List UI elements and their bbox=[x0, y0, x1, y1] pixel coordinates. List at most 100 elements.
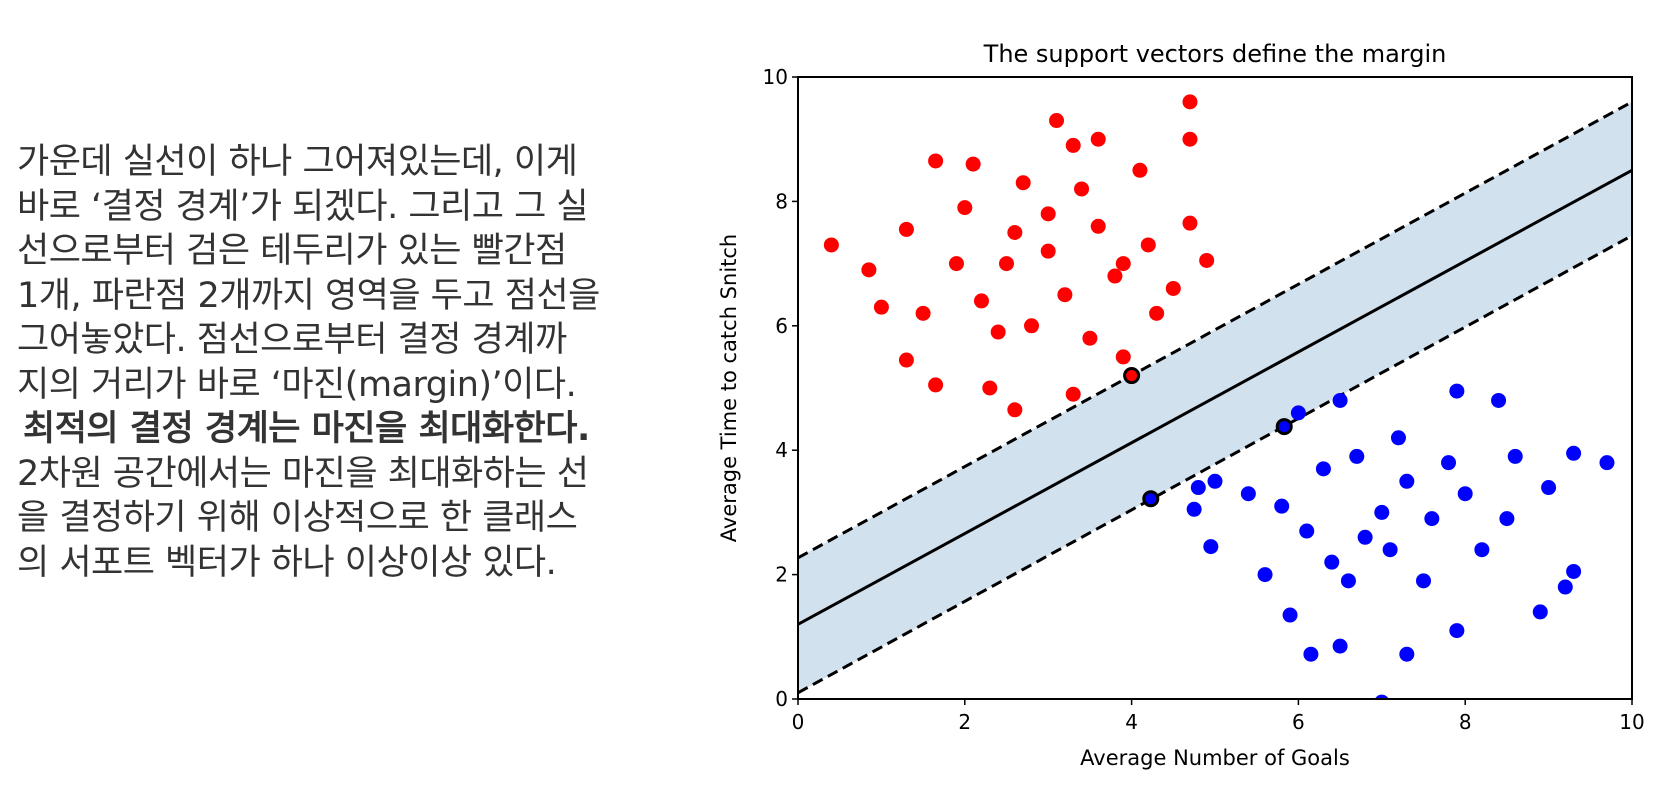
data-point bbox=[1374, 504, 1390, 520]
data-point bbox=[1332, 638, 1348, 654]
data-point bbox=[1599, 455, 1615, 471]
data-point bbox=[1107, 268, 1123, 284]
data-point bbox=[1149, 305, 1165, 321]
text-line: 그어놓았다. 점선으로부터 결정 경계까 bbox=[17, 320, 567, 360]
text-line: 선으로부터 검은 테두리가 있는 빨간점 bbox=[17, 231, 567, 271]
margin-line bbox=[798, 100, 1632, 560]
data-point bbox=[1374, 694, 1389, 699]
axes-frame bbox=[797, 76, 1633, 700]
text-line: 지의 거리가 바로 ‘마진(margin)’이다. bbox=[17, 364, 577, 405]
data-point bbox=[1491, 392, 1507, 408]
data-point bbox=[1457, 486, 1473, 502]
data-point bbox=[1299, 523, 1315, 539]
data-point bbox=[1282, 607, 1298, 623]
data-point bbox=[1340, 573, 1356, 589]
support-vector bbox=[1275, 418, 1293, 436]
y-tick-label: 6 bbox=[775, 314, 788, 338]
data-point bbox=[928, 377, 944, 393]
paragraph: 가운데 실선이 하나 그어져있는데, 이게 바로 ‘결정 경계’가 되겠다. 그리… bbox=[17, 140, 717, 585]
data-point bbox=[1090, 218, 1106, 234]
data-point bbox=[1332, 392, 1348, 408]
y-tick-label: 4 bbox=[775, 438, 788, 462]
margin-line bbox=[798, 234, 1632, 695]
data-point bbox=[1382, 542, 1398, 558]
data-point bbox=[1507, 448, 1523, 464]
data-point bbox=[1024, 318, 1040, 334]
data-point bbox=[973, 293, 989, 309]
chart-title: The support vectors define the margin bbox=[983, 40, 1447, 68]
y-axis-label: Average Time to catch Snitch bbox=[717, 234, 741, 542]
data-point bbox=[1416, 573, 1431, 589]
data-point bbox=[1203, 539, 1219, 555]
data-point bbox=[1566, 445, 1582, 461]
data-point bbox=[1015, 175, 1031, 191]
data-point bbox=[1390, 430, 1406, 446]
data-point bbox=[1074, 181, 1090, 197]
data-point bbox=[1065, 386, 1081, 402]
data-point bbox=[1140, 237, 1156, 253]
data-point bbox=[1274, 498, 1290, 514]
data-point bbox=[1541, 480, 1557, 496]
data-point bbox=[1186, 501, 1202, 517]
data-point bbox=[1115, 349, 1131, 365]
data-point bbox=[823, 237, 839, 253]
text-line: 의 서포트 벡터가 하나 이상이상 있다. bbox=[17, 542, 557, 583]
plot-area bbox=[798, 94, 1632, 699]
data-point bbox=[1190, 480, 1206, 496]
data-point bbox=[1324, 554, 1340, 570]
data-point bbox=[915, 305, 931, 321]
data-point bbox=[1315, 461, 1331, 477]
data-point bbox=[1065, 137, 1081, 153]
data-point bbox=[1474, 542, 1490, 558]
x-tick-label: 2 bbox=[958, 710, 971, 734]
data-point bbox=[873, 299, 889, 315]
support-vector bbox=[1142, 490, 1160, 508]
text-line: 최적의 결정 경계는 마진을 최대화한다. bbox=[23, 409, 590, 449]
y-tick-label: 8 bbox=[775, 189, 788, 213]
text-line: 1개, 파란점 2개까지 영역을 두고 점선을 bbox=[17, 275, 600, 316]
data-point bbox=[1040, 206, 1056, 222]
text-line: 가운데 실선이 하나 그어져있는데, 이게 bbox=[17, 142, 578, 182]
x-tick-label: 10 bbox=[1619, 710, 1644, 734]
data-point bbox=[1449, 623, 1465, 639]
data-point bbox=[1007, 402, 1023, 418]
x-axis-label: Average Number of Goals bbox=[1080, 746, 1350, 770]
data-point bbox=[861, 262, 877, 278]
data-point bbox=[990, 324, 1006, 340]
y-tick-label: 2 bbox=[775, 563, 788, 587]
data-point bbox=[1040, 243, 1056, 259]
data-point bbox=[957, 200, 973, 216]
data-point bbox=[1049, 113, 1065, 129]
data-point bbox=[1257, 567, 1273, 583]
data-point bbox=[1057, 287, 1073, 303]
data-point bbox=[1399, 646, 1415, 662]
data-point bbox=[1182, 215, 1198, 231]
data-point bbox=[1532, 604, 1548, 620]
data-point bbox=[1424, 511, 1440, 527]
data-point bbox=[1207, 473, 1223, 489]
data-point bbox=[1357, 529, 1373, 545]
data-point bbox=[1115, 256, 1131, 272]
data-point bbox=[1566, 563, 1582, 579]
data-point bbox=[1399, 473, 1415, 489]
data-point bbox=[1182, 94, 1198, 110]
x-tick-label: 6 bbox=[1292, 710, 1305, 734]
data-point bbox=[1182, 131, 1198, 147]
x-tick-label: 4 bbox=[1125, 710, 1138, 734]
data-point bbox=[898, 352, 914, 368]
text-line: 바로 ‘결정 경계’가 되겠다. 그리고 그 실 bbox=[17, 186, 589, 227]
y-tick-label: 10 bbox=[763, 65, 788, 89]
data-point bbox=[1499, 511, 1515, 527]
data-point bbox=[982, 380, 998, 396]
data-point bbox=[928, 153, 944, 169]
data-point bbox=[1090, 131, 1106, 147]
data-point bbox=[1303, 646, 1319, 662]
text-line: 을 결정하기 위해 이상적으로 한 클래스 bbox=[17, 498, 578, 538]
data-point bbox=[1349, 448, 1365, 464]
data-point bbox=[1132, 162, 1148, 178]
data-point bbox=[1199, 252, 1215, 268]
decision-boundary bbox=[798, 168, 1632, 626]
x-tick-label: 8 bbox=[1459, 710, 1472, 734]
